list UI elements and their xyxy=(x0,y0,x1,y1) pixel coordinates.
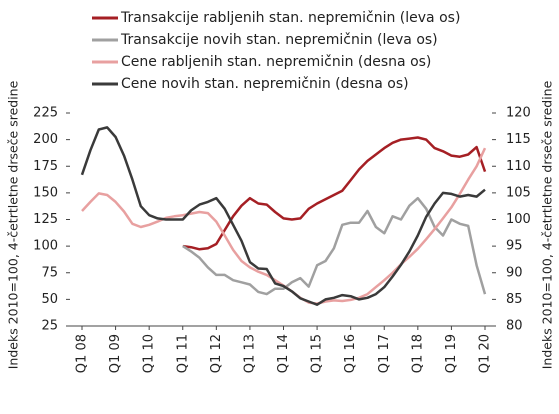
y-tick-label: 200 xyxy=(33,132,58,147)
series-line xyxy=(81,147,487,305)
x-tick-label: Q1 12 xyxy=(209,334,224,373)
x-tick-label: Q1 15 xyxy=(310,334,325,373)
x-tick-label: Q1 14 xyxy=(276,334,291,373)
x-tick-label: Q1 16 xyxy=(343,334,358,373)
series-line xyxy=(182,136,487,251)
legend-label: Cene novih stan. nepremičnin (desna os) xyxy=(121,76,409,92)
y2-tick-label: 85 xyxy=(506,292,523,307)
y2-tick-label: 105 xyxy=(506,185,531,200)
y-tick-label: 125 xyxy=(33,212,58,227)
y-tick-label: 150 xyxy=(33,185,58,200)
y-tick-label: 175 xyxy=(33,159,58,174)
legend-label: Transakcije novih stan. nepremičnin (lev… xyxy=(120,32,438,48)
y2-tick-label: 95 xyxy=(506,239,523,254)
y2-axis-title: Indeks 2010=100, 4-četrtletne drseče sre… xyxy=(540,80,555,369)
x-tick-label: Q1 10 xyxy=(142,334,157,373)
x-tick-label: Q1 11 xyxy=(175,334,190,373)
y-tick-label: 25 xyxy=(41,319,58,334)
y2-tick-label: 110 xyxy=(506,159,531,174)
x-tick-label: Q1 19 xyxy=(444,334,459,373)
x-tick-label: Q1 09 xyxy=(108,334,123,373)
series-line xyxy=(182,196,487,296)
series-line xyxy=(80,126,486,306)
y2-tick-label: 90 xyxy=(506,265,523,280)
y-tick-label: 225 xyxy=(33,106,58,121)
x-tick-label: Q1 18 xyxy=(410,334,425,373)
y2-tick-label: 80 xyxy=(506,319,523,334)
y2-tick-label: 120 xyxy=(506,106,531,121)
legend-label: Transakcije rabljenih stan. nepremičnin … xyxy=(120,10,460,26)
y2-tick-label: 115 xyxy=(506,132,531,147)
x-tick-label: Q1 20 xyxy=(478,334,493,373)
y-tick-label: 100 xyxy=(33,239,58,254)
x-tick-label: Q1 17 xyxy=(377,334,392,373)
x-tick-label: Q1 08 xyxy=(75,334,90,373)
y-axis-title: Indeks 2010=100, 4-četrtletne drseče sre… xyxy=(6,80,21,369)
y-tick-label: 50 xyxy=(41,292,58,307)
x-tick-label: Q1 13 xyxy=(242,334,257,373)
legend-label: Cene rabljenih stan. nepremičnin (desna … xyxy=(121,54,431,70)
y2-tick-label: 100 xyxy=(506,212,531,227)
y-tick-label: 75 xyxy=(41,265,58,280)
